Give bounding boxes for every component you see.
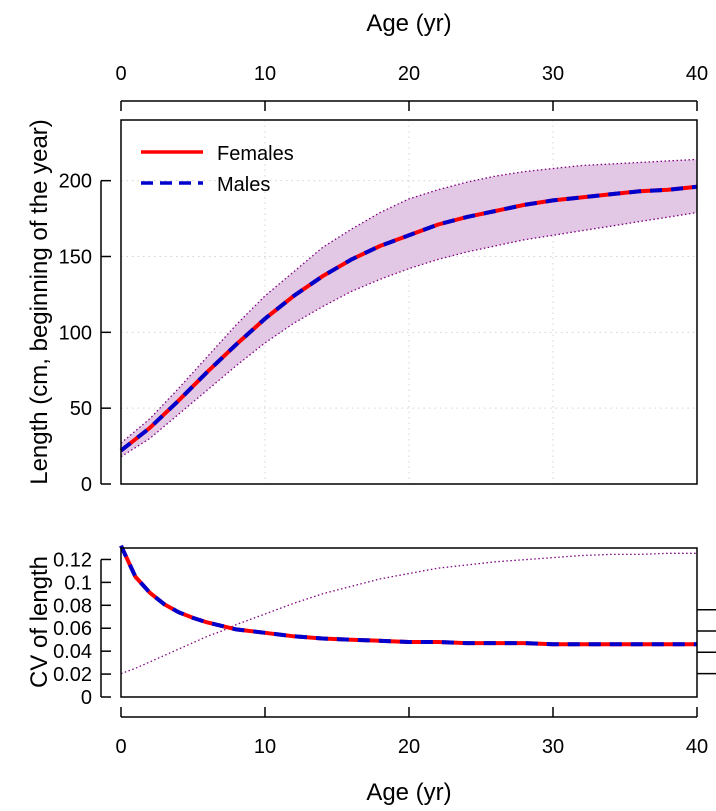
length-y-tick-label: 200 [59,171,92,193]
cv-plot-frame [120,547,698,698]
top-x-axis-title: Age (yr) [366,10,451,37]
top-x-ticks: 0 10 20 30 40 [115,63,708,111]
cv-panel: 00.020.040.060.080.10.12 0 10 20 30 40 Age (… [26,544,716,806]
length-uncertainty-band [121,159,697,457]
top-x-tick-label: 10 [254,63,276,85]
length-y-axis-title: Length (cm, beginning of the year) [26,119,53,485]
length-band-upper-edge [120,158,698,444]
cv-right-ticks [697,608,716,675]
cv-y-tick-label: 0 [81,687,92,709]
cv-y-tick-label: 0.12 [53,549,92,571]
bottom-x-tick-label: 30 [542,736,564,758]
cv-y-tick-label: 0.08 [53,595,92,617]
cv-series-males [119,544,697,647]
length-y-tick-label: 50 [70,398,92,420]
cv-y-tick-label: 0.06 [53,618,92,640]
top-x-tick-label: 0 [115,63,126,85]
bottom-x-ticks: 0 10 20 30 40 [115,707,708,758]
cv-y-axis-title: CV of length [26,556,53,688]
length-y-tick-label: 150 [59,247,92,269]
legend: Females Males [141,143,294,196]
legend-label-females: Females [217,143,294,165]
length-y-tick-label: 0 [81,474,92,496]
cv-y-tick-label: 0.04 [53,641,92,663]
length-series-males [119,184,698,453]
cv-y-tick-label: 0.1 [64,572,92,594]
cv-y-ticks: 00.020.040.060.080.10.12 [53,549,111,709]
top-x-tick-label: 20 [398,63,420,85]
length-panel: 0 10 20 30 40 Age (yr) 0 50 100 150 200 Length (… [26,10,708,496]
length-plot-frame [120,119,698,485]
cv-series-females [119,544,697,647]
top-x-tick-label: 30 [542,63,564,85]
bottom-x-axis-title: Age (yr) [366,779,451,806]
legend-label-males: Males [217,174,270,196]
bottom-x-tick-label: 10 [254,736,276,758]
bottom-x-tick-label: 0 [115,736,126,758]
cv-y-tick-label: 0.02 [53,664,92,686]
length-y-ticks: 0 50 100 150 200 [59,171,111,496]
top-x-tick-label: 40 [686,63,708,85]
bottom-x-tick-label: 20 [398,736,420,758]
bottom-x-tick-label: 40 [686,736,708,758]
length-y-tick-label: 100 [59,322,92,344]
cv-secondary-line [120,552,697,675]
